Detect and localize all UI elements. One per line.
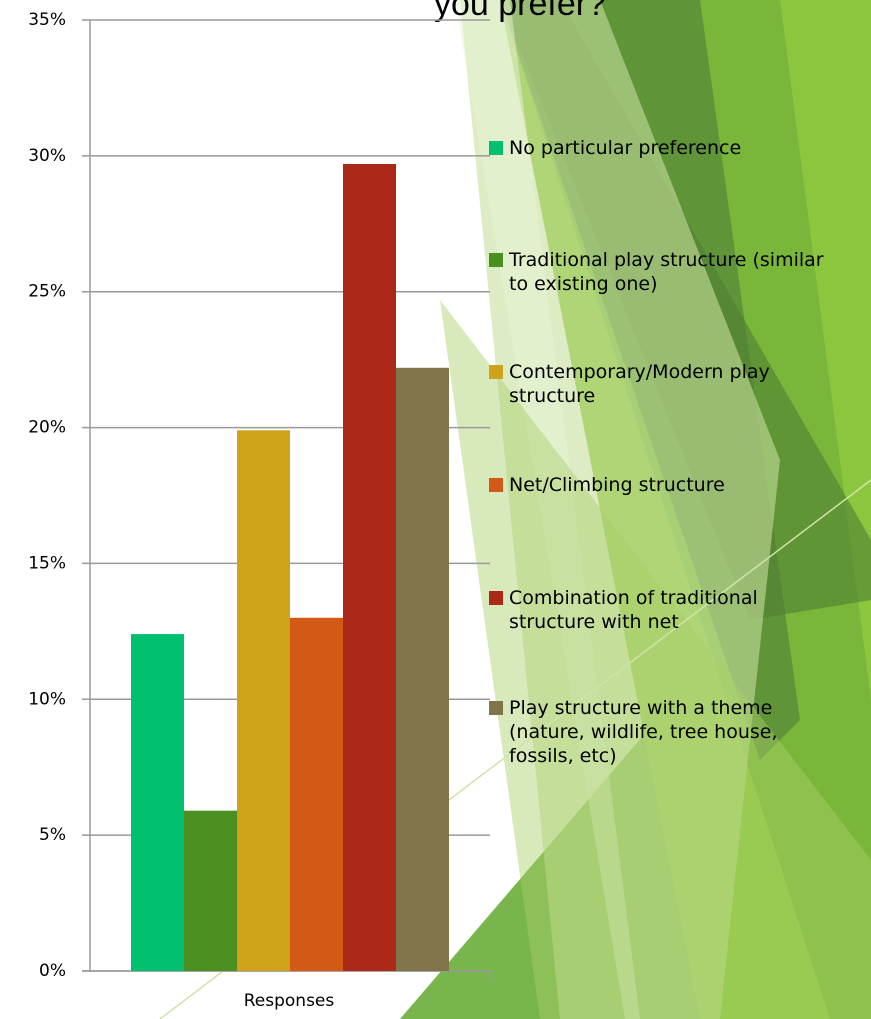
y-tick-label: 10% (28, 689, 66, 709)
legend-item: Net/Climbing structure (489, 473, 844, 497)
bar (396, 367, 449, 971)
y-tick-label: 15% (28, 553, 66, 573)
chart-title: you prefer? (434, 0, 606, 23)
legend-swatch (489, 141, 503, 155)
legend-item: Traditional play structure (similar to e… (489, 248, 844, 296)
y-tick-label: 0% (39, 961, 66, 981)
legend-swatch (489, 701, 503, 715)
bar (184, 810, 237, 971)
legend-swatch (489, 591, 503, 605)
y-tick-label: 25% (28, 282, 66, 302)
legend-label: Combination of traditional structure wit… (509, 587, 758, 633)
legend-swatch (489, 253, 503, 267)
bar (290, 617, 343, 971)
legend-swatch (489, 365, 503, 379)
legend-item: Contemporary/Modern play structure (489, 360, 844, 408)
legend-item: Play structure with a theme (nature, wil… (489, 696, 844, 768)
y-tick-label: 30% (28, 146, 66, 166)
bar (131, 634, 184, 971)
legend-label: No particular preference (509, 137, 742, 159)
x-tick-label: Responses (244, 991, 335, 1011)
bar (237, 430, 290, 971)
legend-label: Contemporary/Modern play structure (509, 361, 770, 407)
legend-label: Play structure with a theme (nature, wil… (509, 697, 778, 767)
bar (343, 164, 396, 972)
legend-item: Combination of traditional structure wit… (489, 586, 844, 634)
legend-item: No particular preference (489, 136, 844, 160)
y-tick-label: 35% (28, 10, 66, 30)
legend-label: Net/Climbing structure (509, 474, 725, 496)
plot-area: 0% 5% 10% 15% 20% 25% 30% 35% Responses (28, 10, 491, 1011)
legend-label: Traditional play structure (similar to e… (509, 249, 824, 295)
y-tick-label: 5% (39, 825, 66, 845)
legend-swatch (489, 478, 503, 492)
y-tick-label: 20% (28, 418, 66, 438)
background-decoration (159, 0, 871, 1019)
